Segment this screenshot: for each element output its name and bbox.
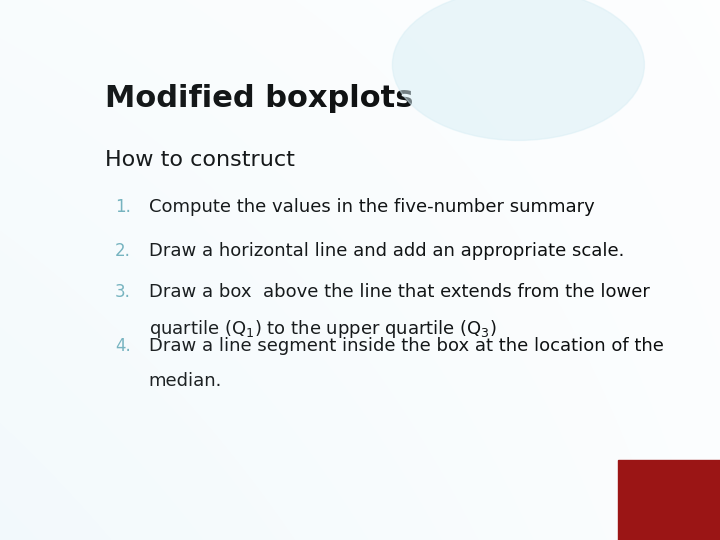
Text: Draw a line segment inside the box at the location of the: Draw a line segment inside the box at th… (148, 337, 663, 355)
Text: Draw a horizontal line and add an appropriate scale.: Draw a horizontal line and add an approp… (148, 241, 624, 260)
Text: Draw a box  above the line that extends from the lower: Draw a box above the line that extends f… (148, 283, 649, 301)
Text: How to construct: How to construct (105, 150, 295, 170)
Text: Compute the values in the five-number summary: Compute the values in the five-number su… (148, 198, 594, 216)
Text: 2.: 2. (115, 241, 131, 260)
Ellipse shape (392, 0, 644, 140)
Text: median.: median. (148, 373, 222, 390)
Text: 1.: 1. (115, 198, 131, 216)
Text: quartile (Q$_1$) to the upper quartile (Q$_3$): quartile (Q$_1$) to the upper quartile (… (148, 319, 496, 340)
Text: 4.: 4. (115, 337, 131, 355)
Text: 3.: 3. (115, 283, 131, 301)
Text: Modified boxplots: Modified boxplots (105, 84, 413, 112)
